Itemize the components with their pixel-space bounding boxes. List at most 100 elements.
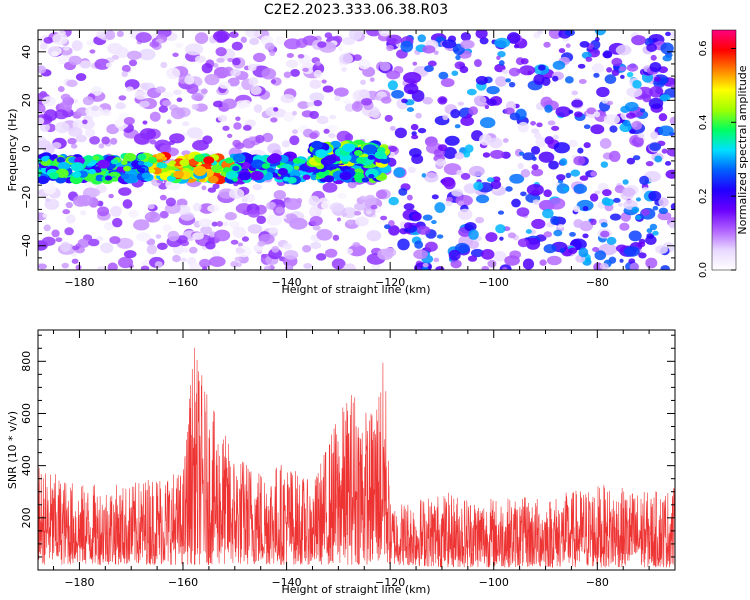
heatmap-cell xyxy=(468,229,479,240)
heatmap-cell xyxy=(146,238,156,246)
heatmap-cell xyxy=(645,160,654,167)
heatmap-cell xyxy=(182,247,189,253)
heatmap-cell xyxy=(254,134,265,144)
heatmap-y-tick-label: 40 xyxy=(20,45,33,59)
heatmap-cell xyxy=(94,58,111,70)
heatmap-cell xyxy=(535,136,547,148)
heatmap-cell xyxy=(553,229,563,237)
heatmap-cell xyxy=(346,248,354,255)
heatmap-cell xyxy=(531,218,546,229)
heatmap-cell xyxy=(250,170,264,181)
heatmap-cell xyxy=(72,245,80,251)
heatmap-cell xyxy=(256,162,263,167)
heatmap-cell xyxy=(489,137,503,149)
heatmap-cell xyxy=(235,245,252,258)
heatmap-cell xyxy=(487,259,497,268)
heatmap-cell xyxy=(212,100,224,108)
heatmap-cell xyxy=(434,202,446,213)
heatmap-cell xyxy=(436,234,444,239)
heatmap-cell xyxy=(39,42,48,50)
heatmap-cell xyxy=(193,167,207,177)
heatmap-cell xyxy=(600,161,609,168)
heatmap-cell xyxy=(199,258,211,268)
heatmap-y-tick-label: −40 xyxy=(20,234,33,257)
heatmap-cell xyxy=(273,189,287,200)
heatmap-cell xyxy=(411,134,419,140)
heatmap-cell xyxy=(406,107,415,113)
heatmap-cell xyxy=(97,265,107,270)
heatmap-cell xyxy=(431,194,439,200)
heatmap-cell xyxy=(377,248,394,261)
heatmap-cell xyxy=(424,172,439,183)
heatmap-cell xyxy=(543,231,553,238)
heatmap-cell xyxy=(388,145,398,152)
heatmap-cell xyxy=(60,241,71,253)
heatmap-cell xyxy=(355,216,369,227)
heatmap-cell xyxy=(543,244,557,254)
heatmap-cell xyxy=(172,89,182,96)
heatmap-cell xyxy=(175,42,184,48)
heatmap-cell xyxy=(618,66,627,72)
heatmap-cell xyxy=(519,65,536,76)
heatmap-cell xyxy=(71,258,79,264)
heatmap-cell xyxy=(211,221,218,227)
heatmap-cell xyxy=(128,59,138,67)
heatmap-cell xyxy=(450,108,461,119)
heatmap-cell xyxy=(609,213,622,221)
heatmap-cell xyxy=(241,197,248,203)
heatmap-cell xyxy=(230,260,239,268)
heatmap-cell xyxy=(389,125,396,131)
heatmap-cell xyxy=(184,75,195,85)
heatmap-cell xyxy=(43,183,57,195)
heatmap-cell xyxy=(227,133,233,138)
heatmap-cell xyxy=(45,198,51,203)
heatmap-cell xyxy=(344,133,354,142)
heatmap-cell xyxy=(417,127,427,134)
heatmap-cell xyxy=(247,63,257,72)
heatmap-cell xyxy=(144,211,161,223)
snr-x-tick-label: −120 xyxy=(375,576,405,589)
heatmap-cell xyxy=(617,202,623,207)
heatmap-cell xyxy=(473,95,487,106)
heatmap-cell xyxy=(201,63,213,74)
heatmap-cell xyxy=(629,129,636,134)
heatmap-cell xyxy=(270,79,277,84)
heatmap-cell xyxy=(156,242,168,250)
heatmap-cell xyxy=(646,43,657,52)
heatmap-cell xyxy=(441,39,457,49)
heatmap-cell xyxy=(101,109,112,116)
heatmap-cell xyxy=(201,185,207,191)
heatmap-cell xyxy=(564,30,575,37)
heatmap-cell xyxy=(224,211,237,221)
heatmap-cell xyxy=(222,125,230,131)
heatmap-cell xyxy=(437,96,448,105)
heatmap-cell xyxy=(228,188,245,200)
heatmap-cell xyxy=(331,258,346,270)
heatmap-cell xyxy=(162,100,172,107)
heatmap-cell xyxy=(198,218,212,228)
heatmap-cell xyxy=(75,73,87,82)
snr-frame xyxy=(37,329,676,571)
heatmap-cell xyxy=(92,155,100,161)
heatmap-cell xyxy=(48,172,59,180)
heatmap-cell xyxy=(285,59,299,69)
heatmap-cell xyxy=(158,105,169,113)
heatmap-cell xyxy=(149,41,160,48)
heatmap-cell xyxy=(619,222,630,231)
heatmap-cell xyxy=(593,72,600,78)
heatmap-cell xyxy=(271,245,280,253)
colorbar-label: Normalized spectral amplitude xyxy=(736,65,749,234)
heatmap-cell xyxy=(105,62,113,68)
heatmap-cell xyxy=(438,71,449,80)
heatmap-cell xyxy=(401,98,408,104)
heatmap-cell xyxy=(456,169,463,176)
heatmap-cell xyxy=(138,48,156,61)
heatmap-cell xyxy=(670,202,675,211)
heatmap-cell xyxy=(657,211,672,221)
heatmap-cell xyxy=(559,158,568,166)
heatmap-cell xyxy=(649,61,662,73)
heatmap-cell xyxy=(384,114,393,122)
heatmap-cell xyxy=(590,218,597,226)
heatmap-cell xyxy=(194,32,209,44)
heatmap-cell xyxy=(310,241,322,250)
